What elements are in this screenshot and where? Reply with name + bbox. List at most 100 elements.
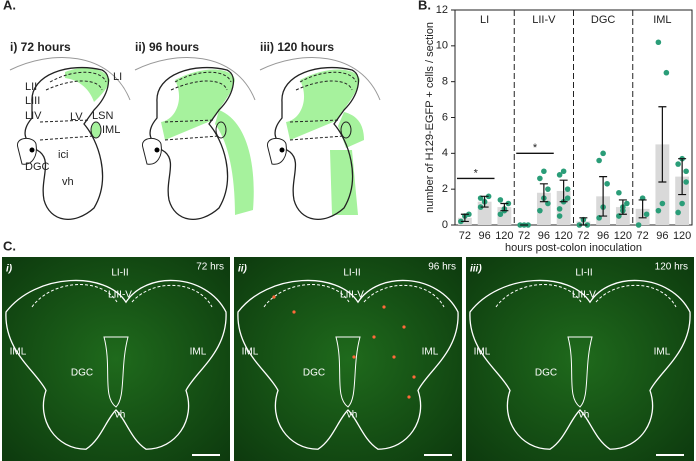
diagram-title: iii) 120 hours — [260, 40, 334, 54]
region-label: vh — [115, 410, 126, 421]
data-point — [683, 179, 689, 185]
lamina-line — [45, 80, 103, 91]
panel-c: i) 72 hrs LI-II LIII-V IML IML DGC vh ii) 96 hrs L… — [2, 257, 694, 461]
region-label: LI-II — [343, 268, 360, 279]
region-label: LIII-V — [572, 290, 596, 301]
data-point — [679, 200, 685, 207]
central-canal — [154, 147, 160, 153]
y-tick-label: 4 — [442, 147, 448, 159]
image-label: iii) — [470, 264, 482, 275]
x-tick-label: 120 — [614, 230, 632, 242]
data-point — [655, 39, 662, 46]
labelled-region — [215, 110, 254, 215]
dgc — [267, 138, 287, 165]
data-point — [643, 211, 650, 218]
lamina-line — [174, 71, 232, 83]
white-matter — [134, 57, 256, 101]
white-matter — [259, 57, 381, 101]
central-canal — [29, 147, 35, 153]
data-point — [564, 195, 571, 201]
data-point — [497, 211, 504, 218]
region-label: IML — [190, 347, 207, 358]
micrograph: ii) 96 hrs LI-II LIII-V IML IML DGC vh — [234, 257, 462, 461]
region-label: LV — [70, 111, 83, 123]
x-tick-label: 96 — [479, 230, 491, 242]
region-label: IML — [242, 347, 259, 358]
tissue-image — [234, 257, 462, 461]
data-point — [497, 197, 504, 203]
x-tick-label: 120 — [495, 230, 513, 242]
region-label: LI — [113, 71, 122, 83]
tissue-image — [2, 257, 230, 461]
time-label: 96 hrs — [428, 262, 456, 273]
error-bar — [559, 179, 568, 203]
region-label: LI-II — [111, 268, 128, 279]
bar — [615, 207, 630, 225]
data-point — [541, 168, 547, 175]
labelled-cell — [292, 310, 296, 314]
iml — [215, 121, 227, 139]
error-bar — [500, 202, 509, 212]
iml — [340, 121, 352, 139]
panel-label: B. — [418, 0, 431, 12]
region-label: vh — [347, 410, 358, 421]
region-label: DGC — [535, 368, 557, 379]
diagram-title: ii) 96 hours — [135, 40, 199, 54]
image-label: ii) — [238, 264, 248, 275]
data-point — [556, 213, 563, 219]
dgc-outline — [335, 336, 361, 408]
diagram: iii) 120 hours — [259, 40, 381, 220]
time-label: 120 hrs — [655, 262, 688, 273]
x-tick-label: 120 — [673, 230, 691, 242]
lamina-line — [49, 71, 107, 83]
x-tick-label: 72 — [577, 230, 589, 242]
error-bar — [579, 217, 588, 226]
x-tick-label: 72 — [459, 230, 471, 242]
facet-title: IML — [653, 14, 671, 26]
micrograph: iii) 120 hrs LI-II LIII-V IML IML DGC vh — [466, 257, 694, 461]
region-label: DGC — [71, 368, 93, 379]
diagram-title: i) 72 hours — [10, 40, 71, 54]
error-bar — [599, 176, 608, 217]
region-label: IML — [102, 124, 120, 136]
labelled-cell — [372, 335, 376, 339]
gray-matter — [24, 66, 110, 220]
region-label: IML — [474, 347, 491, 358]
labelled-cell — [402, 325, 406, 329]
diagram: i) 72 hours LI LII LIII LIV LV LSN IML ici DGC vh — [9, 40, 131, 220]
region-label: LIII-V — [340, 290, 364, 301]
dgc — [142, 138, 162, 165]
error-bar — [539, 183, 548, 203]
panel-label: A. — [3, 0, 16, 12]
data-point — [537, 175, 543, 182]
facet-title: LI — [480, 14, 489, 26]
dgc — [17, 138, 37, 165]
labelled-cell — [407, 395, 411, 399]
y-tick-label: 6 — [442, 111, 448, 123]
region-label: LII — [25, 81, 37, 93]
region-label: vh — [62, 176, 74, 188]
lamina-outline — [31, 284, 213, 308]
data-point — [556, 172, 563, 178]
region-label: LIV — [25, 110, 42, 122]
facet-title: LII-V — [532, 14, 556, 26]
dgc-outline — [567, 336, 593, 408]
x-tick-label: 72 — [637, 230, 649, 242]
data-point — [560, 168, 567, 175]
cord-outline — [469, 279, 691, 450]
micrograph: i) 72 hrs LI-II LIII-V IML IML DGC vh — [2, 257, 230, 461]
data-point — [635, 222, 642, 228]
data-point — [616, 189, 622, 196]
error-bar — [618, 199, 627, 215]
data-point — [683, 168, 689, 175]
lamina-line — [289, 119, 345, 141]
labelled-region — [330, 150, 358, 215]
dgc-outline — [103, 336, 129, 408]
x-tick-label: 96 — [656, 230, 668, 242]
labelled-cell — [382, 305, 386, 309]
y-tick-label: 12 — [436, 4, 448, 16]
x-tick-label: 96 — [597, 230, 609, 242]
data-point — [600, 150, 606, 157]
labelled-cell — [272, 295, 276, 299]
